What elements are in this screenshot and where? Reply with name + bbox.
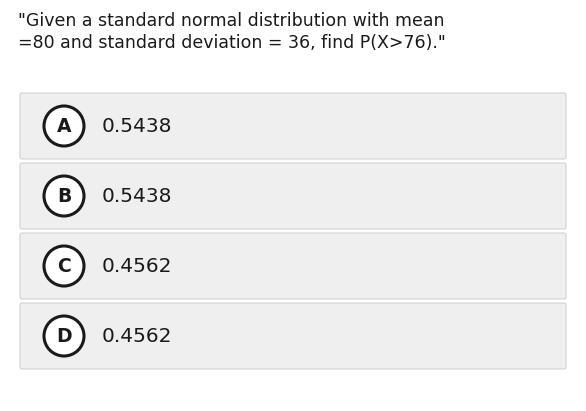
FancyBboxPatch shape bbox=[20, 233, 566, 299]
Ellipse shape bbox=[44, 246, 84, 286]
Ellipse shape bbox=[44, 176, 84, 216]
Ellipse shape bbox=[44, 316, 84, 356]
Text: 0.5438: 0.5438 bbox=[102, 116, 172, 136]
FancyBboxPatch shape bbox=[20, 163, 566, 229]
Text: "Given a standard normal distribution with mean: "Given a standard normal distribution wi… bbox=[18, 12, 445, 30]
Text: D: D bbox=[56, 326, 72, 346]
FancyBboxPatch shape bbox=[20, 93, 566, 159]
Ellipse shape bbox=[44, 106, 84, 146]
Text: 0.5438: 0.5438 bbox=[102, 187, 172, 206]
Text: 0.4562: 0.4562 bbox=[102, 256, 172, 275]
Text: =80 and standard deviation = 36, find P(X>76).": =80 and standard deviation = 36, find P(… bbox=[18, 34, 446, 52]
Text: A: A bbox=[57, 116, 71, 136]
Text: B: B bbox=[57, 187, 71, 206]
Text: C: C bbox=[57, 256, 71, 275]
Text: 0.4562: 0.4562 bbox=[102, 326, 172, 346]
FancyBboxPatch shape bbox=[20, 303, 566, 369]
